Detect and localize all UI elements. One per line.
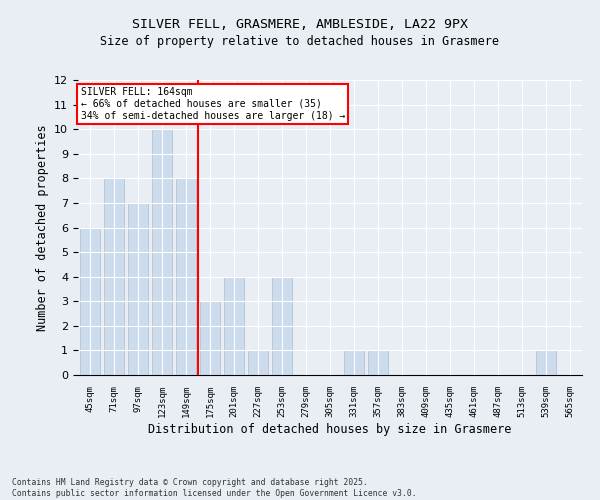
- Bar: [128, 203, 148, 375]
- Bar: [176, 178, 196, 375]
- Bar: [368, 350, 388, 375]
- Bar: [344, 350, 364, 375]
- Bar: [224, 276, 244, 375]
- Bar: [104, 178, 124, 375]
- Bar: [536, 350, 556, 375]
- Text: SILVER FELL: 164sqm
← 66% of detached houses are smaller (35)
34% of semi-detach: SILVER FELL: 164sqm ← 66% of detached ho…: [80, 88, 345, 120]
- Bar: [200, 301, 220, 375]
- Text: Contains HM Land Registry data © Crown copyright and database right 2025.
Contai: Contains HM Land Registry data © Crown c…: [12, 478, 416, 498]
- Bar: [152, 129, 172, 375]
- Bar: [248, 350, 268, 375]
- Bar: [272, 276, 292, 375]
- Text: SILVER FELL, GRASMERE, AMBLESIDE, LA22 9PX: SILVER FELL, GRASMERE, AMBLESIDE, LA22 9…: [132, 18, 468, 30]
- X-axis label: Distribution of detached houses by size in Grasmere: Distribution of detached houses by size …: [148, 422, 512, 436]
- Bar: [80, 228, 100, 375]
- Text: Size of property relative to detached houses in Grasmere: Size of property relative to detached ho…: [101, 35, 499, 48]
- Y-axis label: Number of detached properties: Number of detached properties: [35, 124, 49, 331]
